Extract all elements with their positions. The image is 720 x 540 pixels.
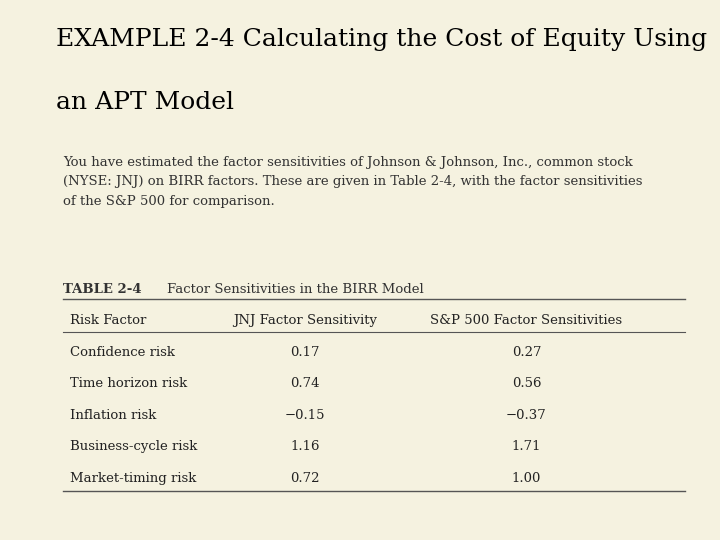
Text: Factor Sensitivities in the BIRR Model: Factor Sensitivities in the BIRR Model xyxy=(167,282,424,295)
Text: 1.71: 1.71 xyxy=(512,440,541,453)
Text: Confidence risk: Confidence risk xyxy=(71,346,175,359)
Text: 1.00: 1.00 xyxy=(512,471,541,484)
Text: Market-timing risk: Market-timing risk xyxy=(71,471,197,484)
Text: You have estimated the factor sensitivities of Johnson & Johnson, Inc., common s: You have estimated the factor sensitivit… xyxy=(63,156,643,208)
Text: −0.37: −0.37 xyxy=(506,409,546,422)
Text: 0.72: 0.72 xyxy=(291,471,320,484)
Text: TABLE 2-4: TABLE 2-4 xyxy=(63,282,142,295)
Text: JNJ Factor Sensitivity: JNJ Factor Sensitivity xyxy=(233,314,377,327)
Text: 1.16: 1.16 xyxy=(291,440,320,453)
Text: Time horizon risk: Time horizon risk xyxy=(71,377,187,390)
Text: S&P 500 Factor Sensitivities: S&P 500 Factor Sensitivities xyxy=(431,314,623,327)
Text: 0.74: 0.74 xyxy=(291,377,320,390)
Text: 0.56: 0.56 xyxy=(512,377,541,390)
Text: EXAMPLE 2-4 Calculating the Cost of Equity Using: EXAMPLE 2-4 Calculating the Cost of Equi… xyxy=(56,28,708,51)
Text: 0.27: 0.27 xyxy=(512,346,541,359)
Text: Business-cycle risk: Business-cycle risk xyxy=(71,440,198,453)
Text: −0.15: −0.15 xyxy=(285,409,325,422)
Text: Risk Factor: Risk Factor xyxy=(71,314,147,327)
Text: 0.17: 0.17 xyxy=(291,346,320,359)
Text: an APT Model: an APT Model xyxy=(56,91,235,114)
Text: Inflation risk: Inflation risk xyxy=(71,409,157,422)
